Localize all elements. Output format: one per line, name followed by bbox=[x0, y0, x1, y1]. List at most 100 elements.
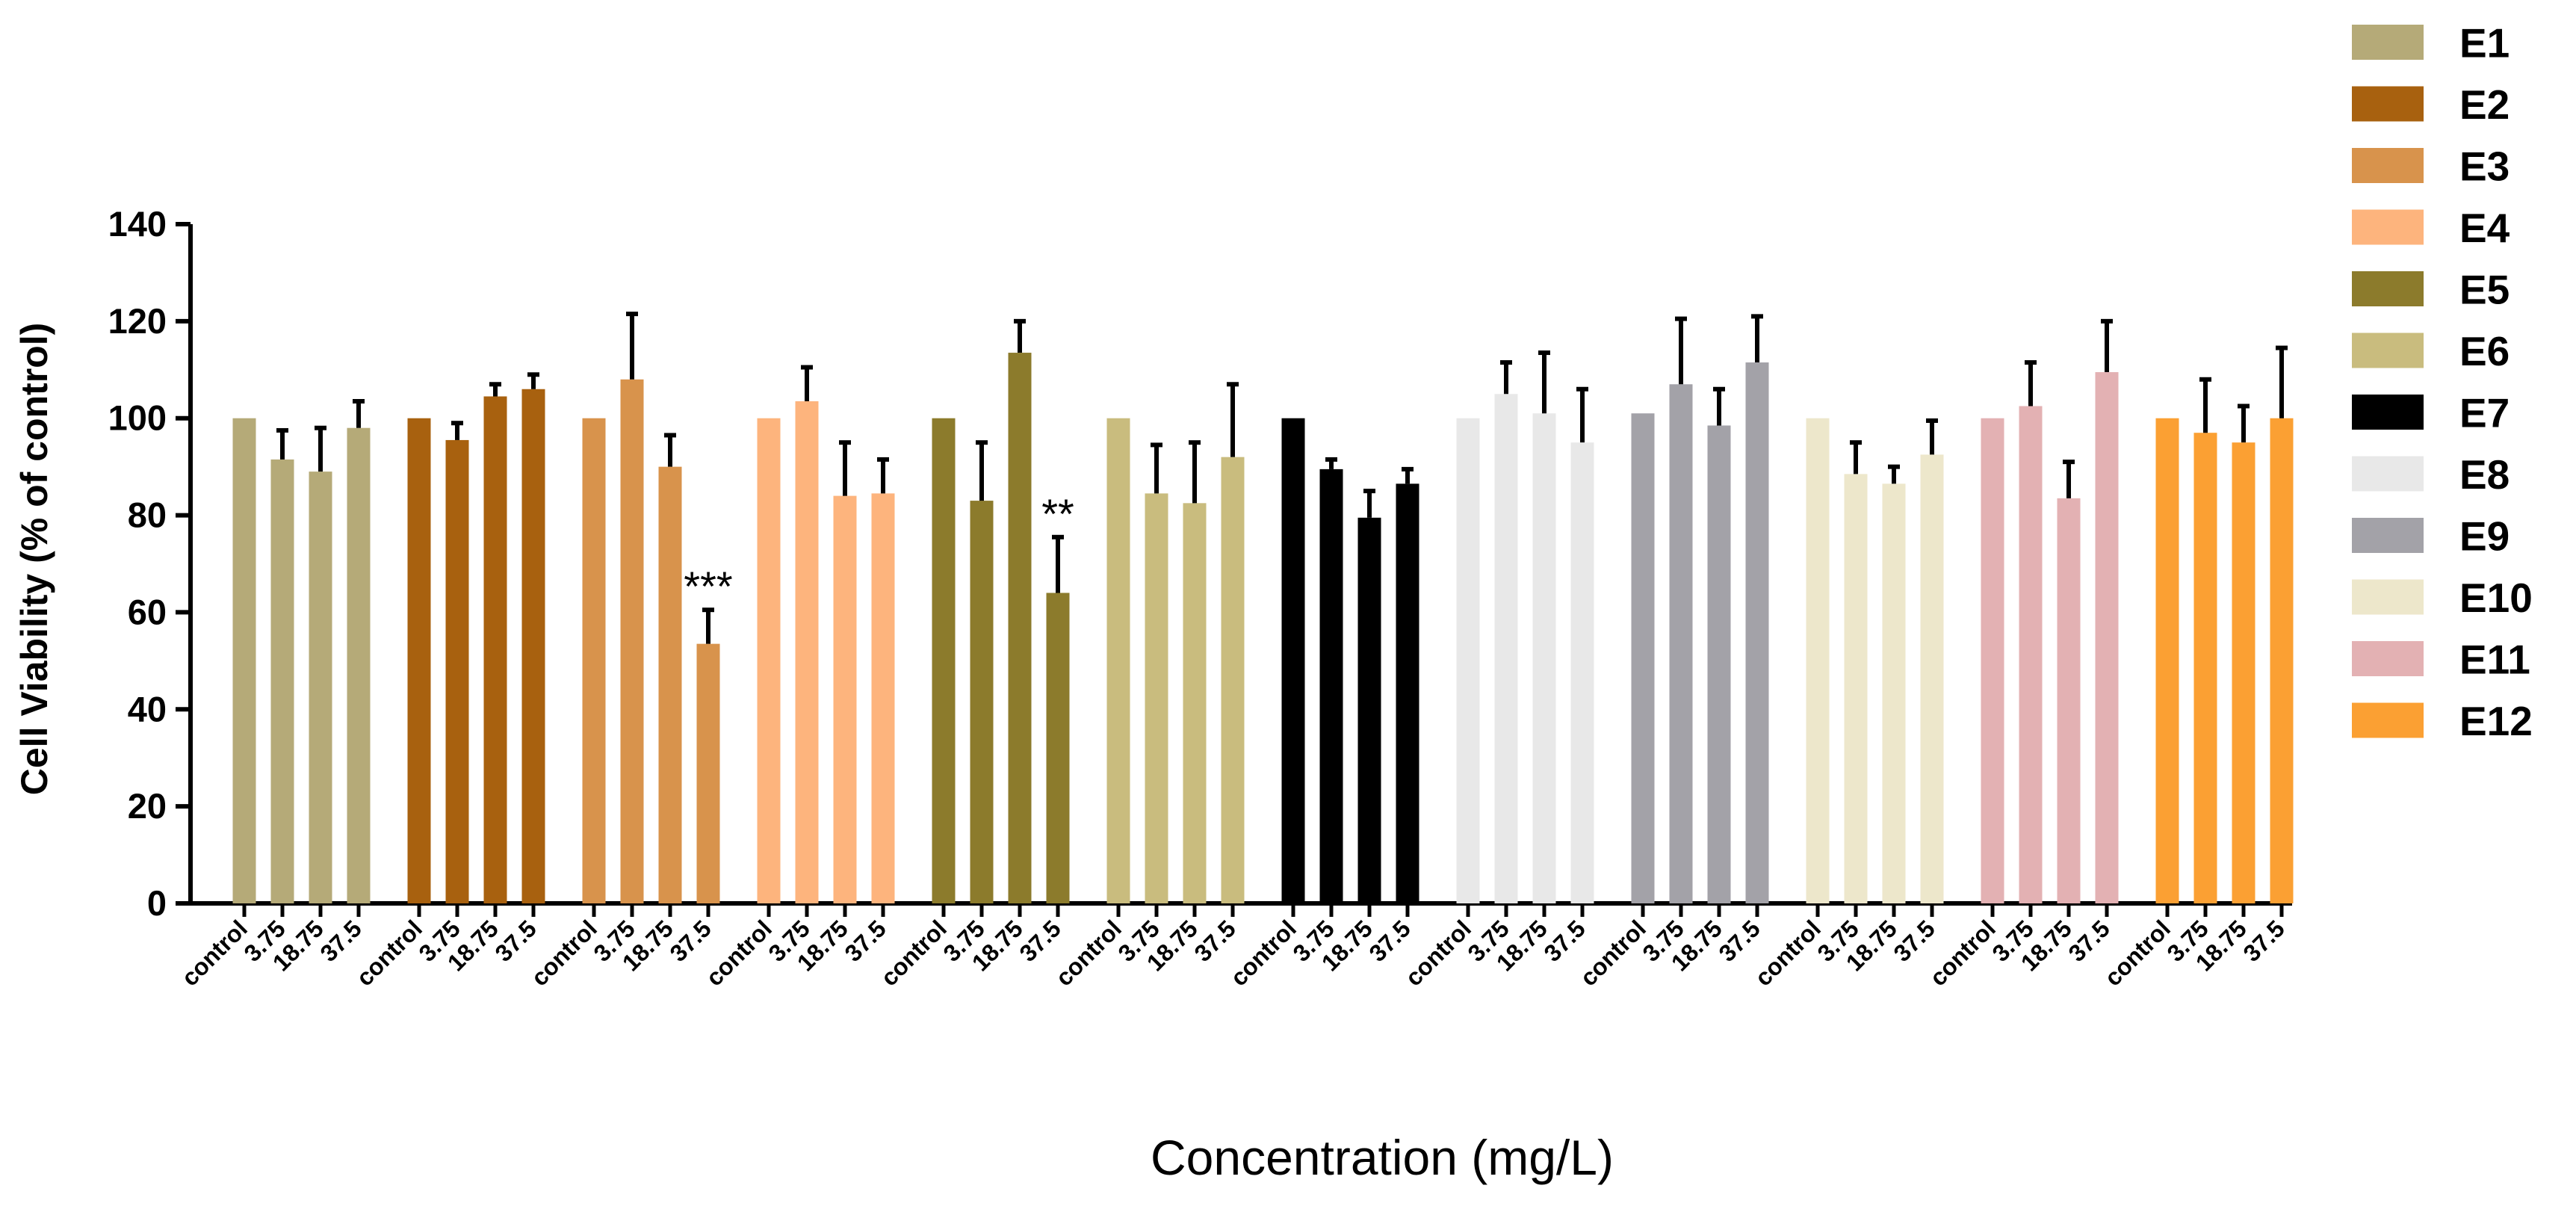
legend-swatch-e7 bbox=[2352, 395, 2424, 430]
y-tick-label: 60 bbox=[128, 592, 167, 631]
bar-e12-1 bbox=[2193, 433, 2217, 903]
bar-e4-3 bbox=[871, 493, 895, 903]
y-tick-label: 20 bbox=[128, 786, 167, 826]
x-tick-label: 37.5 bbox=[1363, 915, 1415, 966]
y-tick-label: 80 bbox=[128, 495, 167, 535]
legend-swatch-e2 bbox=[2352, 86, 2424, 122]
x-tick-label: 37.5 bbox=[839, 915, 891, 966]
legend-label-e11: E11 bbox=[2459, 637, 2530, 683]
x-tick-label: control bbox=[526, 915, 602, 991]
bars bbox=[232, 353, 2294, 904]
bar-e7-3 bbox=[1396, 483, 1419, 903]
bar-e10-2 bbox=[1882, 483, 1906, 903]
y-tick-label: 40 bbox=[128, 689, 167, 729]
significance-marker: *** bbox=[684, 563, 732, 610]
bar-e1-1 bbox=[270, 459, 294, 903]
bar-e5-0 bbox=[932, 418, 956, 903]
bar-e1-0 bbox=[232, 418, 256, 903]
bar-e7-0 bbox=[1281, 418, 1305, 903]
y-tick-label: 120 bbox=[108, 301, 167, 341]
legend-label-e4: E4 bbox=[2459, 205, 2510, 251]
x-tick-label: 37.5 bbox=[1888, 915, 1939, 966]
bar-e6-3 bbox=[1221, 457, 1245, 903]
bar-e3-2 bbox=[658, 466, 682, 903]
bar-e4-1 bbox=[795, 401, 819, 903]
bar-e2-2 bbox=[483, 396, 507, 903]
legend-label-e12: E12 bbox=[2459, 698, 2533, 744]
legend-swatch-e11 bbox=[2352, 641, 2424, 676]
x-tick-label: control bbox=[1050, 915, 1127, 991]
bar-e11-1 bbox=[2019, 406, 2043, 903]
bar-e6-0 bbox=[1106, 418, 1130, 903]
bar-e2-0 bbox=[407, 418, 431, 903]
bar-e8-1 bbox=[1494, 394, 1518, 903]
bar-e2-3 bbox=[521, 389, 545, 903]
legend-swatch-e10 bbox=[2352, 579, 2424, 615]
x-tick-label: control bbox=[1225, 915, 1301, 991]
bar-e1-2 bbox=[309, 471, 332, 903]
legend-label-e6: E6 bbox=[2459, 328, 2510, 374]
x-tick-label: control bbox=[876, 915, 952, 991]
legend-swatch-e8 bbox=[2352, 456, 2424, 492]
x-tick-label: control bbox=[701, 915, 777, 991]
significance-marker: ** bbox=[1041, 490, 1074, 537]
x-tick-label: 37.5 bbox=[1538, 915, 1590, 966]
legend-swatch-e5 bbox=[2352, 271, 2424, 306]
bar-e8-2 bbox=[1532, 413, 1556, 903]
bar-e10-0 bbox=[1806, 418, 1830, 903]
bar-e7-1 bbox=[1319, 469, 1343, 903]
bar-e3-3 bbox=[696, 643, 720, 903]
bar-e8-0 bbox=[1456, 418, 1480, 903]
y-tick-label: 0 bbox=[147, 883, 167, 923]
bar-e4-0 bbox=[757, 418, 781, 903]
legend-label-e10: E10 bbox=[2459, 575, 2533, 621]
legend: E1 E2 E3 E4 E5 E6 E7 E8 E9 E10 E11 E12 bbox=[2352, 20, 2533, 744]
bar-e10-3 bbox=[1920, 454, 1944, 903]
legend-swatch-e4 bbox=[2352, 209, 2424, 245]
bar-e7-2 bbox=[1357, 517, 1381, 903]
bar-e11-2 bbox=[2057, 498, 2081, 903]
x-tick-label: control bbox=[1750, 915, 1826, 991]
bar-e5-2 bbox=[1008, 353, 1032, 904]
annotations: ***** bbox=[684, 490, 1074, 610]
legend-swatch-e1 bbox=[2352, 25, 2424, 60]
bar-e9-1 bbox=[1669, 384, 1693, 903]
bar-e10-1 bbox=[1844, 474, 1868, 903]
error-bars bbox=[276, 312, 2288, 644]
y-tick-label: 100 bbox=[108, 398, 167, 438]
bar-e5-3 bbox=[1046, 593, 1070, 903]
bar-e2-1 bbox=[445, 439, 469, 903]
legend-swatch-e6 bbox=[2352, 333, 2424, 368]
bar-e4-2 bbox=[833, 495, 857, 903]
bar-e9-0 bbox=[1631, 413, 1655, 903]
x-tick-label: 37.5 bbox=[489, 915, 541, 966]
bar-e11-0 bbox=[1981, 418, 2004, 903]
legend-swatch-e9 bbox=[2352, 518, 2424, 553]
x-tick-label: control bbox=[1400, 915, 1476, 991]
bar-e6-1 bbox=[1145, 493, 1168, 903]
bar-e9-3 bbox=[1745, 362, 1769, 904]
legend-label-e3: E3 bbox=[2459, 143, 2510, 190]
x-tick-label: 37.5 bbox=[2238, 915, 2289, 966]
x-tick-label: 37.5 bbox=[2063, 915, 2114, 966]
bar-e9-2 bbox=[1707, 425, 1731, 903]
bar-e6-2 bbox=[1183, 503, 1207, 903]
bar-e3-0 bbox=[582, 418, 606, 903]
legend-label-e8: E8 bbox=[2459, 451, 2510, 498]
legend-label-e2: E2 bbox=[2459, 81, 2510, 128]
y-axis-title: Cell Viability (% of control) bbox=[13, 323, 55, 795]
legend-swatch-e12 bbox=[2352, 702, 2424, 738]
x-tick-label: 37.5 bbox=[315, 915, 366, 966]
x-tick-labels: control3.7518.7537.5control3.7518.7537.5… bbox=[176, 903, 2290, 992]
legend-label-e5: E5 bbox=[2459, 267, 2510, 313]
bar-e12-2 bbox=[2232, 442, 2255, 903]
bar-e3-1 bbox=[620, 379, 644, 903]
x-tick-label: control bbox=[1575, 915, 1651, 991]
legend-swatch-e3 bbox=[2352, 148, 2424, 183]
bar-e8-3 bbox=[1570, 442, 1594, 903]
x-tick-label: control bbox=[351, 915, 427, 991]
x-tick-label: 37.5 bbox=[1189, 915, 1240, 966]
y-tick-label: 140 bbox=[108, 204, 167, 244]
x-tick-label: 37.5 bbox=[1713, 915, 1765, 966]
